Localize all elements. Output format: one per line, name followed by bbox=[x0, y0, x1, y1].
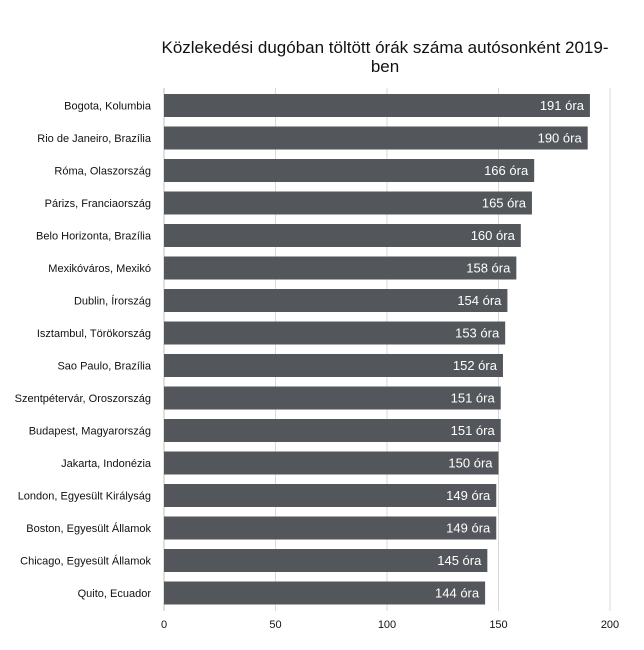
category-label: Budapest, Magyarország bbox=[29, 426, 151, 438]
x-tick-label: 0 bbox=[161, 619, 167, 631]
category-label: Dublin, Írország bbox=[74, 295, 151, 308]
bar-value-label: 152 óra bbox=[453, 358, 498, 373]
category-label: Chicago, Egyesült Államok bbox=[20, 555, 151, 568]
bar bbox=[164, 549, 488, 572]
bar-value-label: 160 óra bbox=[471, 228, 516, 243]
bar bbox=[164, 224, 521, 247]
bar-value-label: 150 óra bbox=[448, 456, 493, 471]
bar-value-label: 149 óra bbox=[446, 521, 491, 536]
bar bbox=[164, 191, 532, 215]
bar-value-label: 158 óra bbox=[466, 261, 511, 276]
bar bbox=[164, 484, 497, 507]
bar bbox=[164, 419, 501, 442]
bar bbox=[164, 386, 501, 410]
category-label: Jakarta, Indonézia bbox=[61, 458, 152, 470]
bar-value-label: 145 óra bbox=[437, 553, 482, 568]
category-label: Mexikóváros, Mexikó bbox=[48, 263, 151, 275]
category-label: Isztambul, Törökország bbox=[37, 328, 151, 340]
bar-value-label: 144 óra bbox=[435, 586, 480, 601]
x-tick-label: 150 bbox=[489, 619, 507, 631]
category-label: Quito, Ecuador bbox=[78, 588, 152, 600]
bar-value-label: 190 óra bbox=[538, 131, 583, 146]
category-label: Szentpétervár, Oroszország bbox=[15, 393, 151, 405]
bar bbox=[164, 354, 503, 377]
x-tick-label: 200 bbox=[601, 619, 619, 631]
chart-title: Közlekedési dugóban töltött órák száma a… bbox=[161, 38, 609, 76]
bar bbox=[164, 516, 497, 540]
category-labels: Bogota, Kolumbia Rio de Janeiro, Brazília… bbox=[15, 101, 152, 601]
bars: 191 óra 190 óra 166 óra 165 óra 160 óra 158 ó… bbox=[164, 94, 590, 605]
category-label: Belo Horizonta, Brazília bbox=[36, 231, 152, 243]
bar-value-label: 151 óra bbox=[451, 423, 496, 438]
bar-value-label: 154 óra bbox=[457, 293, 502, 308]
category-label: Boston, Egyesült Államok bbox=[26, 522, 151, 535]
bar bbox=[164, 451, 499, 475]
x-tick-label: 100 bbox=[378, 619, 396, 631]
x-tick-label: 50 bbox=[269, 619, 281, 631]
bar-value-label: 153 óra bbox=[455, 326, 500, 341]
bar-value-label: 191 óra bbox=[540, 98, 585, 113]
bar bbox=[164, 321, 506, 345]
bar-value-label: 151 óra bbox=[451, 391, 496, 406]
bar bbox=[164, 159, 535, 182]
category-label: London, Egyesült Királyság bbox=[18, 491, 151, 503]
bar bbox=[164, 289, 508, 312]
bar-value-label: 166 óra bbox=[484, 163, 529, 178]
category-label: Rio de Janeiro, Brazília bbox=[37, 133, 152, 145]
bar bbox=[164, 581, 486, 605]
bar-value-label: 165 óra bbox=[482, 196, 527, 211]
bar-value-label: 149 óra bbox=[446, 488, 491, 503]
bar bbox=[164, 126, 588, 150]
category-label: Sao Paulo, Brazília bbox=[57, 361, 151, 373]
bar bbox=[164, 256, 517, 280]
category-label: Párizs, Franciaország bbox=[45, 198, 151, 210]
category-label: Róma, Olaszország bbox=[54, 166, 151, 178]
bar bbox=[164, 94, 590, 117]
x-axis-ticks: 0 50 100 150 200 bbox=[161, 619, 619, 631]
category-label: Bogota, Kolumbia bbox=[64, 101, 152, 113]
